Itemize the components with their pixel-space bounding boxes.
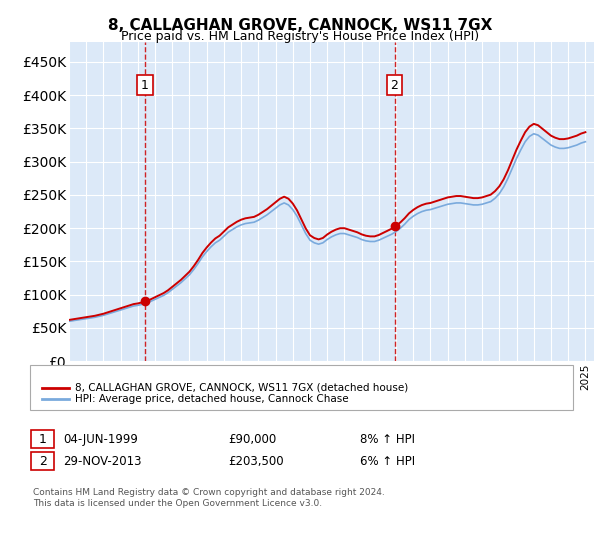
Text: 8% ↑ HPI: 8% ↑ HPI [360, 432, 415, 446]
Text: Contains HM Land Registry data © Crown copyright and database right 2024.
This d: Contains HM Land Registry data © Crown c… [33, 488, 385, 508]
Text: 8, CALLAGHAN GROVE, CANNOCK, WS11 7GX: 8, CALLAGHAN GROVE, CANNOCK, WS11 7GX [108, 18, 492, 33]
Text: 6% ↑ HPI: 6% ↑ HPI [360, 455, 415, 468]
Text: Price paid vs. HM Land Registry's House Price Index (HPI): Price paid vs. HM Land Registry's House … [121, 30, 479, 43]
Text: 8, CALLAGHAN GROVE, CANNOCK, WS11 7GX (detached house): 8, CALLAGHAN GROVE, CANNOCK, WS11 7GX (d… [75, 382, 408, 393]
Text: 2: 2 [38, 455, 47, 468]
Text: 04-JUN-1999: 04-JUN-1999 [63, 432, 138, 446]
Text: £203,500: £203,500 [228, 455, 284, 468]
Text: 1: 1 [38, 432, 47, 446]
Text: £90,000: £90,000 [228, 432, 276, 446]
Text: HPI: Average price, detached house, Cannock Chase: HPI: Average price, detached house, Cann… [75, 394, 349, 404]
Text: 1: 1 [141, 79, 149, 92]
Text: 2: 2 [391, 79, 398, 92]
Text: 29-NOV-2013: 29-NOV-2013 [63, 455, 142, 468]
